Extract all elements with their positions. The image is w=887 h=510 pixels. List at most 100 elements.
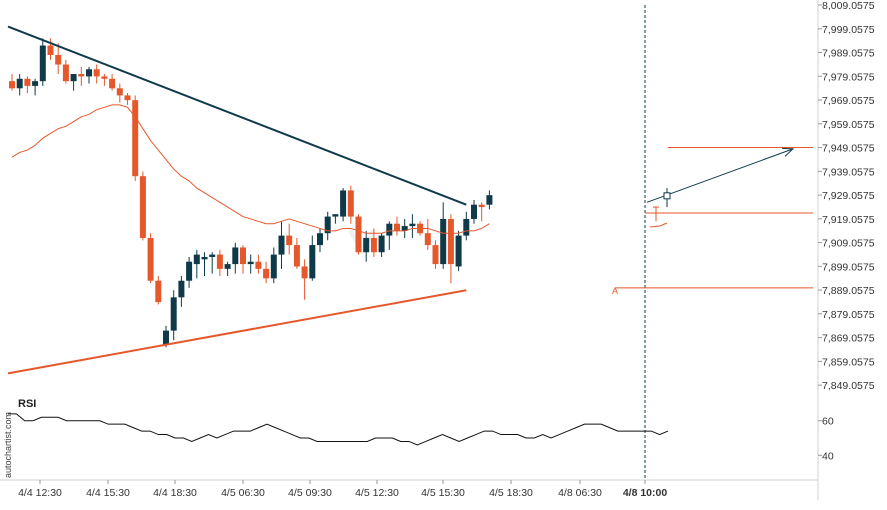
grid (347, 228, 377, 255)
candle-body (147, 237, 154, 281)
candle-body (47, 45, 54, 56)
candle-body (401, 226, 408, 231)
candle-body (409, 223, 416, 227)
candle-body (370, 237, 377, 253)
price-tick-label: 7,889.0575 (822, 285, 875, 297)
candle-body (186, 261, 193, 281)
time-axis: 4/4 12:30 4/4 15:30 4/4 18:30 4/5 06:30 4/5 … (0, 479, 818, 499)
candle-body (163, 330, 169, 345)
candle-body (363, 237, 370, 253)
candle-body (86, 69, 92, 77)
candle-body (32, 81, 39, 86)
broker-logo-mark (347, 228, 377, 255)
price-tick-label: 7,969.0575 (822, 95, 875, 107)
projected-candle-body (663, 192, 671, 200)
time-tick-label: 4/4 15:30 (86, 487, 130, 499)
forecast-arrow-head (781, 147, 795, 157)
time-tick-label: 4/5 18:30 (489, 487, 533, 499)
candle-body (478, 204, 485, 208)
candle-body (278, 235, 285, 255)
price-tick-label: 8,009.0575 (822, 0, 875, 12)
price-tick-label: 7,849.0575 (822, 380, 875, 392)
candle-body (132, 100, 139, 177)
candle-body (93, 69, 100, 77)
resistance-trendline (7, 25, 467, 206)
candle-body (55, 55, 62, 65)
candle-body (9, 81, 15, 89)
price-tick-label: 7,879.0575 (822, 309, 875, 321)
price-plot: A (7, 5, 813, 480)
ma-projection (649, 222, 668, 228)
candle-body (39, 45, 46, 82)
price-tick-label: 7,899.0575 (822, 261, 875, 273)
price-tick-label: 7,999.0575 (822, 24, 875, 36)
candle-body (286, 235, 293, 246)
candle-body (255, 261, 262, 269)
candle-body (263, 268, 270, 279)
time-tick-label: 4/4 12:30 (18, 487, 62, 499)
candle-body (432, 245, 439, 265)
candle-body (232, 247, 239, 265)
candle-body (463, 218, 470, 236)
candle-body (240, 247, 246, 265)
candle-body (447, 218, 454, 265)
candle-body (270, 254, 277, 279)
rsi-title: RSI (18, 398, 36, 410)
time-tick-label: 4/8 10:00 (623, 487, 668, 499)
candle-body (178, 280, 185, 298)
candle-body (24, 78, 31, 86)
pattern-point-label: A (612, 286, 618, 296)
time-tick-label: 4/5 12:30 (355, 487, 399, 499)
candle-body (116, 88, 123, 96)
candle-body (216, 254, 223, 269)
rsi-plot: RSI (8, 398, 669, 446)
price-tick-label: 7,939.0575 (822, 166, 875, 178)
candle-body (347, 190, 354, 217)
broker-logo (347, 228, 377, 255)
candle-body (170, 297, 177, 331)
candle-body (109, 78, 116, 89)
price-tick-label: 7,929.0575 (822, 190, 875, 202)
rsi-tick-label: 60 (822, 416, 834, 428)
candle-body (101, 76, 108, 79)
price-tick-label: 7,869.0575 (822, 333, 875, 345)
candle-body (424, 233, 431, 246)
price-tick-label: 7,919.0575 (822, 214, 875, 226)
rsi-line (8, 413, 669, 446)
candle-body (455, 235, 462, 267)
candle-body (209, 254, 216, 257)
candle-body (340, 190, 347, 217)
candle-body (70, 74, 77, 82)
candle-body (309, 245, 316, 279)
candle-body (62, 64, 69, 82)
candle-body (440, 218, 447, 265)
price-tick-label: 7,949.0575 (822, 143, 875, 155)
candle-body (16, 78, 23, 89)
time-tick-label: 4/8 06:30 (558, 487, 602, 499)
candle-body (394, 223, 400, 231)
candle-body (486, 195, 493, 205)
price-tick-label: 7,909.0575 (822, 238, 875, 250)
candle-body (78, 74, 85, 77)
candle-body (247, 261, 254, 265)
candle-body (332, 214, 339, 217)
price-tick-label: 7,979.0575 (822, 71, 875, 83)
time-tick-label: 4/5 06:30 (221, 487, 265, 499)
watermark: autochartist.com (3, 412, 13, 478)
candle-body (324, 216, 331, 234)
forecast-arrow-line (646, 148, 794, 203)
moving-average-line (11, 104, 490, 234)
time-tick-label: 4/5 15:30 (421, 487, 465, 499)
time-tick-label: 4/4 18:30 (153, 487, 197, 499)
candle-body (471, 204, 477, 219)
candle-body (317, 233, 323, 246)
candle-body (378, 235, 385, 253)
price-tick-label: 7,959.0575 (822, 119, 875, 131)
rsi-tick-label: 40 (822, 450, 834, 462)
candle-body (124, 95, 131, 101)
candle-body (155, 280, 162, 303)
support-trendline (7, 289, 467, 375)
time-tick-label: 4/5 09:30 (288, 487, 332, 499)
